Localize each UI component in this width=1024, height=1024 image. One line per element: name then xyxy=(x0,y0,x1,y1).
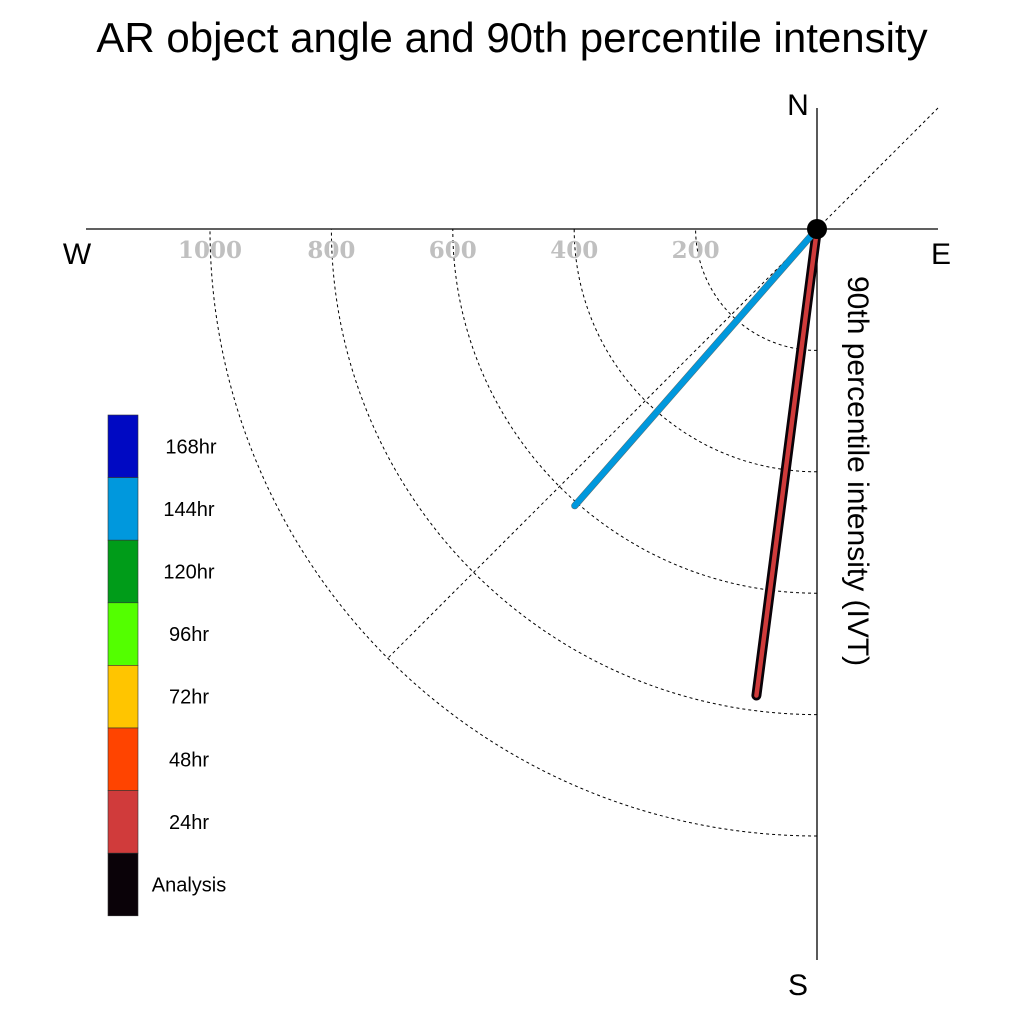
radial-tick-label: 200 xyxy=(672,237,720,264)
y-axis-label: 90th percentile intensity (IVT) xyxy=(841,276,874,666)
grid-arc xyxy=(209,228,818,837)
diagonal-guide xyxy=(387,107,939,659)
radial-tick-label: 800 xyxy=(307,237,355,264)
origin-marker xyxy=(807,219,827,239)
compass-west: W xyxy=(63,238,92,271)
legend-label: 72hr xyxy=(169,687,209,709)
legend-swatch xyxy=(107,539,139,604)
legend-label: 168hr xyxy=(165,436,216,458)
grid-arc xyxy=(573,228,818,473)
polar-grid xyxy=(209,228,818,837)
legend-label: 48hr xyxy=(169,749,209,771)
data-series xyxy=(571,219,827,701)
legend-swatch xyxy=(107,852,139,917)
radial-tick-label: 400 xyxy=(550,237,598,264)
radial-tick-label: 1000 xyxy=(178,237,242,264)
legend-label: 144hr xyxy=(163,499,214,521)
compass-east: E xyxy=(931,238,951,271)
chart-title: AR object angle and 90th percentile inte… xyxy=(96,14,928,61)
grid-arc xyxy=(695,228,818,351)
legend-label: 24hr xyxy=(169,812,209,834)
legend: 168hr 144hr 120hr 96hr 72hr 48hr 24hr Analysis xyxy=(107,414,226,917)
legend-swatch xyxy=(107,602,139,666)
series-line-144hr xyxy=(571,226,820,509)
grid-arc xyxy=(330,228,818,716)
legend-label: 96hr xyxy=(169,624,209,646)
grid-arc xyxy=(452,228,818,594)
legend-swatch xyxy=(107,477,139,541)
compass-south: S xyxy=(788,969,808,1002)
legend-swatch xyxy=(107,414,139,478)
legend-swatch xyxy=(107,790,139,854)
radial-tick-label: 600 xyxy=(429,237,477,264)
legend-swatch xyxy=(107,665,139,729)
compass-north: N xyxy=(787,89,809,122)
legend-swatch xyxy=(107,727,139,791)
legend-label: Analysis xyxy=(152,875,226,897)
radial-tick-labels: 200 400 600 800 1000 xyxy=(178,237,720,264)
legend-label: 120hr xyxy=(163,562,214,584)
series-line-24hr xyxy=(754,226,820,698)
